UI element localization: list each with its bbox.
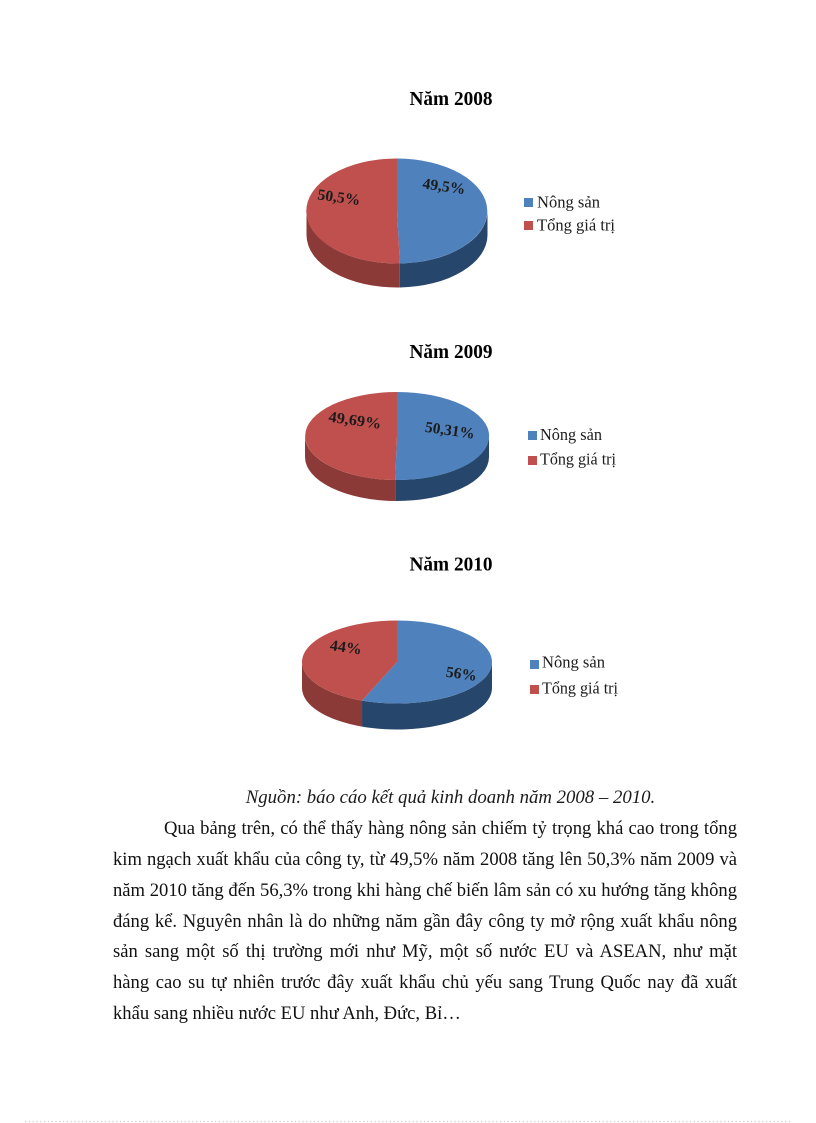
svg-text:Năm 2009: Năm 2009 — [410, 341, 493, 363]
svg-text:44%: 44% — [329, 637, 363, 658]
svg-text:Tổng giá trị: Tổng giá trị — [540, 450, 616, 469]
svg-text:50,31%: 50,31% — [424, 419, 476, 443]
svg-text:Tổng giá trị: Tổng giá trị — [537, 216, 615, 235]
svg-text:Năm 2008: Năm 2008 — [410, 88, 493, 110]
svg-text:Nông sản: Nông sản — [542, 653, 605, 672]
svg-text:Nông sản: Nông sản — [540, 425, 602, 444]
svg-text:56%: 56% — [445, 664, 478, 685]
svg-text:Nông sản: Nông sản — [537, 192, 600, 211]
svg-text:50,5%: 50,5% — [316, 186, 361, 209]
svg-text:Tổng giá trị: Tổng giá trị — [542, 678, 618, 697]
svg-text:49,5%: 49,5% — [421, 175, 466, 198]
svg-text:Năm 2010: Năm 2010 — [410, 554, 493, 576]
